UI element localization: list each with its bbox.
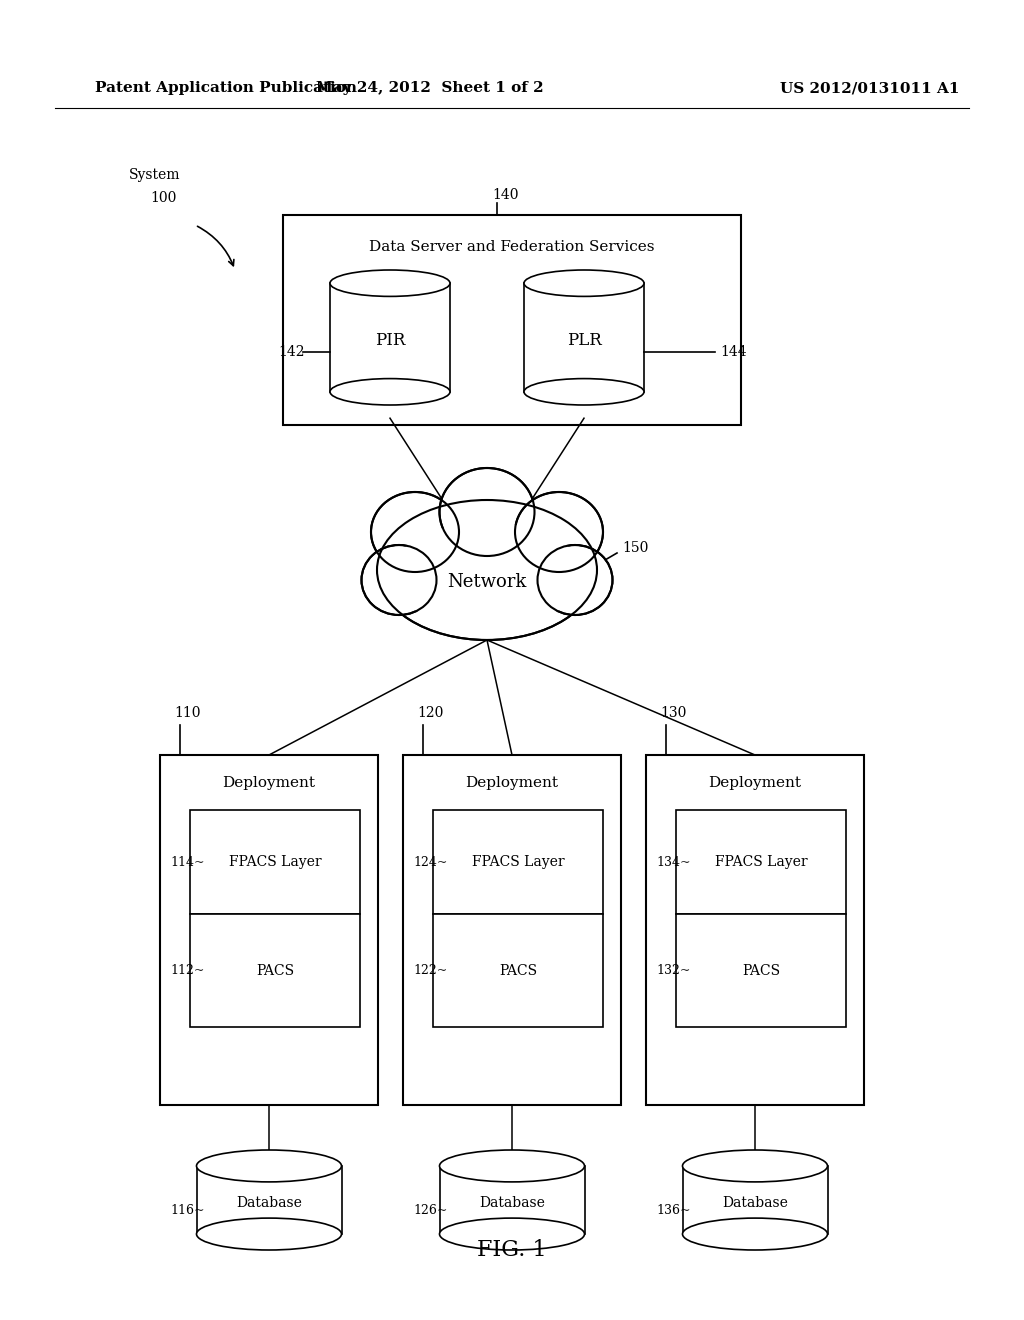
Text: 136~: 136~ [656, 1204, 690, 1217]
Bar [439, 1166, 585, 1234]
Text: 130: 130 [660, 706, 686, 719]
Bar [160, 755, 378, 1105]
Text: Deployment: Deployment [466, 776, 558, 789]
Text: Database: Database [237, 1196, 302, 1210]
Bar [683, 1166, 827, 1234]
Ellipse shape [439, 1218, 585, 1250]
Bar [190, 810, 360, 915]
Text: 132~: 132~ [656, 964, 690, 977]
Text: Deployment: Deployment [709, 776, 802, 789]
Text: PACS: PACS [499, 964, 537, 978]
Text: 100: 100 [150, 191, 176, 205]
Ellipse shape [439, 469, 535, 556]
Bar [433, 810, 603, 915]
Text: FPACS Layer: FPACS Layer [715, 855, 807, 869]
Text: 120: 120 [417, 706, 443, 719]
Text: 112~: 112~ [170, 964, 205, 977]
Text: Network: Network [447, 573, 526, 591]
Text: Database: Database [479, 1196, 545, 1210]
Text: FPACS Layer: FPACS Layer [472, 855, 564, 869]
Text: 110: 110 [174, 706, 201, 719]
Ellipse shape [439, 1150, 585, 1181]
Ellipse shape [330, 379, 450, 405]
Ellipse shape [390, 523, 584, 627]
Ellipse shape [524, 271, 644, 297]
Text: FIG. 1: FIG. 1 [477, 1239, 547, 1261]
Ellipse shape [683, 1218, 827, 1250]
Bar [190, 915, 360, 1027]
Ellipse shape [524, 379, 644, 405]
Text: Data Server and Federation Services: Data Server and Federation Services [370, 240, 654, 253]
Bar [676, 915, 846, 1027]
Text: 140: 140 [492, 187, 518, 202]
Text: 122~: 122~ [413, 964, 447, 977]
Bar [330, 284, 450, 392]
Ellipse shape [330, 271, 450, 297]
Text: PIR: PIR [375, 331, 406, 348]
Ellipse shape [683, 1150, 827, 1181]
Ellipse shape [197, 1150, 341, 1181]
Ellipse shape [371, 492, 459, 572]
Text: PACS: PACS [742, 964, 780, 978]
Text: 150: 150 [622, 541, 648, 554]
Text: Deployment: Deployment [222, 776, 315, 789]
Bar [433, 915, 603, 1027]
Text: 134~: 134~ [656, 855, 690, 869]
Text: May 24, 2012  Sheet 1 of 2: May 24, 2012 Sheet 1 of 2 [316, 81, 544, 95]
Bar [676, 810, 846, 915]
Bar [197, 1166, 341, 1234]
Text: System: System [129, 168, 181, 182]
Text: US 2012/0131011 A1: US 2012/0131011 A1 [780, 81, 959, 95]
Text: Database: Database [722, 1196, 787, 1210]
Bar [646, 755, 864, 1105]
Text: 142: 142 [278, 345, 304, 359]
Ellipse shape [197, 1218, 341, 1250]
Ellipse shape [515, 492, 603, 572]
Text: 126~: 126~ [413, 1204, 447, 1217]
Text: PLR: PLR [566, 331, 601, 348]
Ellipse shape [377, 500, 597, 640]
Text: PACS: PACS [256, 964, 294, 978]
Bar [403, 755, 621, 1105]
Text: FPACS Layer: FPACS Layer [228, 855, 322, 869]
Text: 114~: 114~ [170, 855, 205, 869]
Ellipse shape [361, 545, 436, 615]
Ellipse shape [538, 545, 612, 615]
Text: Patent Application Publication: Patent Application Publication [95, 81, 357, 95]
Text: 116~: 116~ [170, 1204, 205, 1217]
Text: 144: 144 [720, 345, 746, 359]
Text: 124~: 124~ [413, 855, 447, 869]
Bar [524, 284, 644, 392]
Bar [283, 215, 741, 425]
